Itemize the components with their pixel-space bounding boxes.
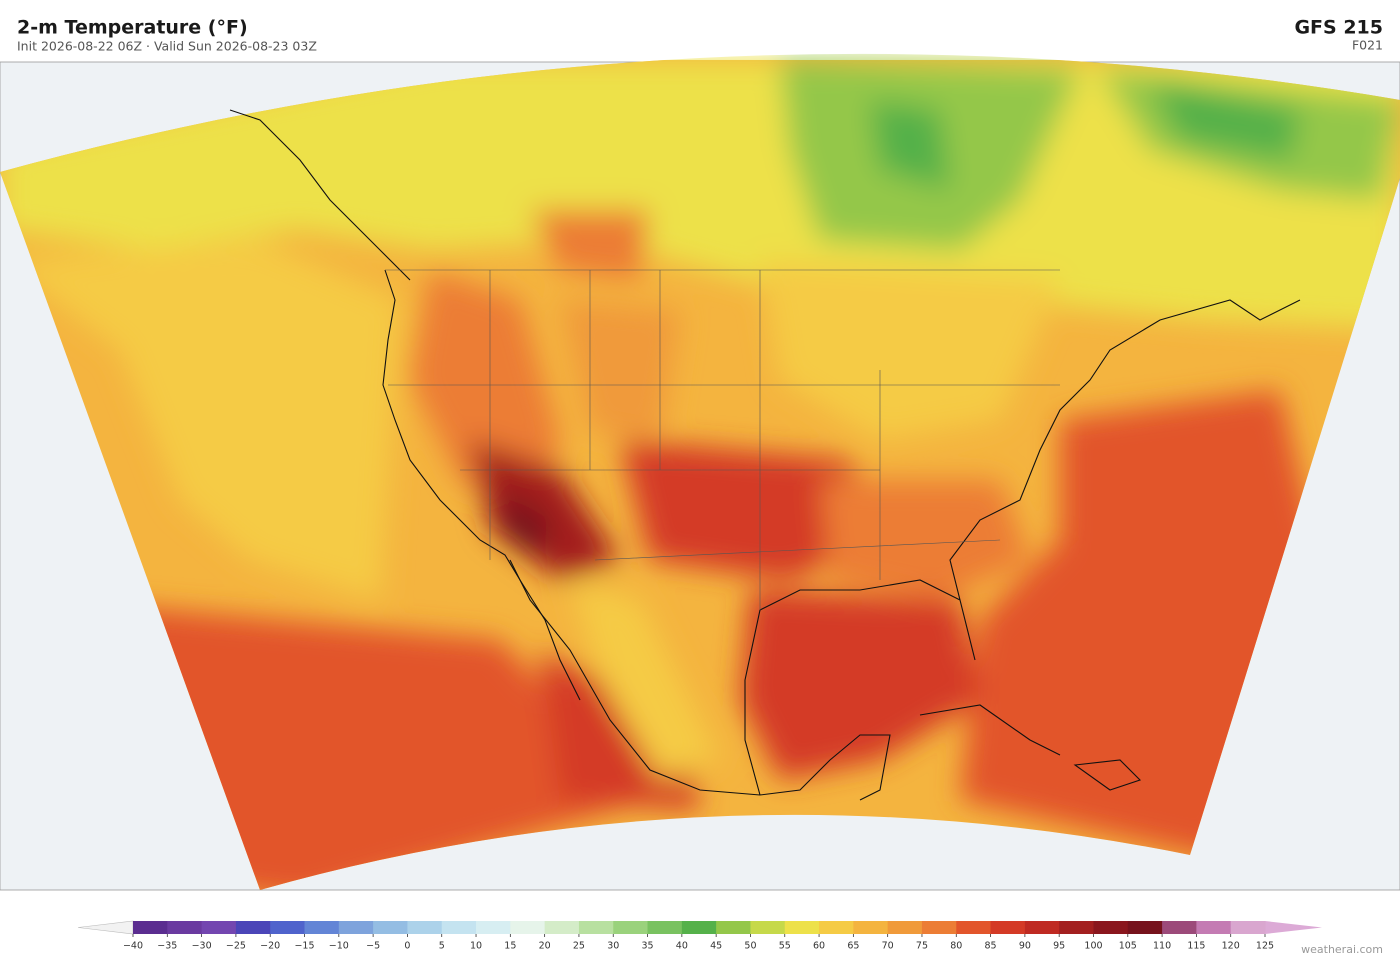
colorbar-swatch [887, 921, 923, 934]
colorbar-tick-label: −10 [329, 941, 349, 952]
colorbar-tick-label: 0 [404, 941, 410, 952]
colorbar-tick-label: −40 [123, 941, 143, 952]
colorbar-swatch [819, 921, 854, 934]
colorbar-swatch [784, 921, 820, 934]
colorbar-tick-label: 30 [607, 941, 619, 952]
colorbar-swatch [441, 921, 477, 934]
colorbar-tick-label: −35 [157, 941, 177, 952]
colorbar-tick-label: 45 [710, 941, 722, 952]
colorbar-tick-label: 75 [916, 941, 928, 952]
colorbar-swatch [304, 921, 340, 934]
colorbar-swatch [1059, 921, 1094, 934]
forecast-hour: F021 [1352, 38, 1383, 53]
colorbar-tick-label: 120 [1222, 941, 1240, 952]
colorbar-tick-label: 40 [676, 941, 688, 952]
colorbar-swatch [235, 921, 271, 934]
colorbar-swatch [476, 921, 511, 934]
colorbar-tick-label: 110 [1153, 941, 1171, 952]
colorbar-swatch [956, 921, 992, 934]
colorbar-tick-label: 80 [950, 941, 962, 952]
colorbar-tick-label: 35 [641, 941, 653, 952]
colorbar-tick-label: 60 [813, 941, 825, 952]
colorbar-swatch [1024, 921, 1060, 934]
colorbar-tick-label: −15 [294, 941, 314, 952]
colorbar-tick-label: 115 [1187, 941, 1205, 952]
colorbar-swatch [1230, 921, 1266, 934]
colorbar-swatch [578, 921, 614, 934]
colorbar-swatch [201, 921, 237, 934]
colorbar-swatch [338, 921, 374, 934]
colorbar-tick-label: 15 [504, 941, 516, 952]
colorbar-tick-label: 50 [744, 941, 756, 952]
model: GFS 215 [1294, 17, 1383, 39]
colorbar-swatch [613, 921, 649, 934]
colorbar-tick-label: −5 [366, 941, 380, 952]
colorbar-tick-label: −25 [226, 941, 246, 952]
colorbar-tick-label: 25 [573, 941, 585, 952]
colorbar-swatch [647, 921, 683, 934]
colorbar-swatch [544, 921, 580, 934]
colorbar-swatch [1127, 921, 1163, 934]
colorbar-tick-label: −30 [192, 941, 212, 952]
colorbar-tick-label: 70 [882, 941, 894, 952]
colorbar-swatch [133, 921, 168, 934]
colorbar-tick-label: 100 [1084, 941, 1102, 952]
colorbar-swatch [270, 921, 306, 934]
colorbar-tick-label: −20 [260, 941, 280, 952]
colorbar-tick-label: 125 [1256, 941, 1274, 952]
colorbar-swatch [510, 921, 546, 934]
subtitle: Init 2026-08-22 06Z · Valid Sun 2026-08-… [17, 39, 317, 54]
colorbar-tick-label: 5 [439, 941, 445, 952]
title: 2-m Temperature (°F) [17, 17, 248, 39]
colorbar-tick-label: 90 [1019, 941, 1031, 952]
colorbar-swatch [1196, 921, 1232, 934]
colorbar-tick-label: 95 [1053, 941, 1065, 952]
colorbar-tick-label: 85 [985, 941, 997, 952]
colorbar-tick-label: 65 [847, 941, 859, 952]
colorbar-over [1265, 921, 1322, 934]
colorbar-swatch [921, 921, 957, 934]
colorbar-swatch [1093, 921, 1129, 934]
colorbar-tick-label: 55 [779, 941, 791, 952]
map [0, 60, 1400, 891]
colorbar: −40 −35 −30 −25 −20 −15 −10 −5 0 5 10 15 20 25 30 35 40 4… [77, 920, 1322, 952]
colorbar-swatch [853, 921, 889, 934]
colorbar-swatch [407, 921, 443, 934]
colorbar-swatch [373, 921, 408, 934]
colorbar-tick-label: 105 [1119, 941, 1137, 952]
colorbar-swatch [716, 921, 751, 934]
colorbar-swatch [750, 921, 786, 934]
colorbar-tick-label: 20 [539, 941, 551, 952]
colorbar-swatch [1162, 921, 1197, 934]
colorbar-tick-label: 10 [470, 941, 482, 952]
colorbar-swatch [167, 921, 203, 934]
colorbar-swatch [681, 921, 717, 934]
colorbar-under [77, 920, 134, 935]
credit: weatherai.com [1301, 943, 1383, 956]
colorbar-swatch [990, 921, 1026, 934]
